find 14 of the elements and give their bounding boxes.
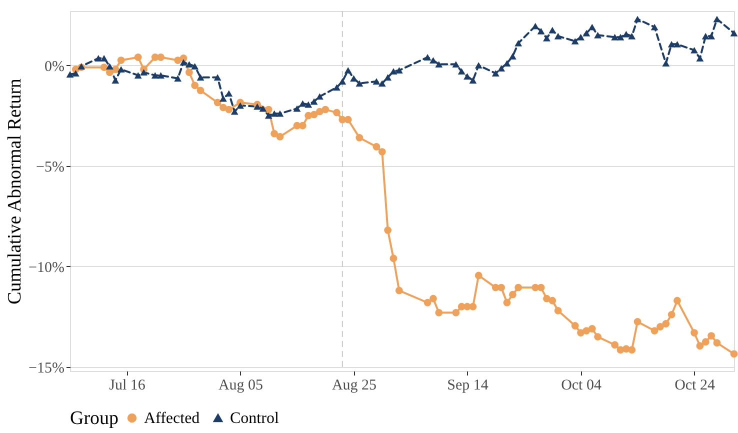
x-tick-label: Oct 04: [561, 378, 602, 394]
x-tick-label: Aug 05: [218, 378, 264, 394]
y-axis-title: Cumulative Abnormal Return: [4, 78, 26, 304]
y-tick-label: −10%: [28, 260, 64, 276]
y-tick-label: 0%: [44, 58, 64, 75]
legend-label: Control: [230, 410, 280, 427]
legend-label: Affected: [144, 410, 200, 427]
x-tick-label: Aug 25: [332, 378, 377, 394]
legend-title: Group: [70, 408, 119, 429]
y-tick-label: −5%: [36, 159, 64, 176]
y-tick-label: −15%: [28, 360, 64, 376]
x-tick-label: Oct 24: [674, 378, 716, 394]
x-tick-label: Jul 16: [109, 378, 146, 394]
x-tick-label: Sep 14: [447, 378, 489, 394]
